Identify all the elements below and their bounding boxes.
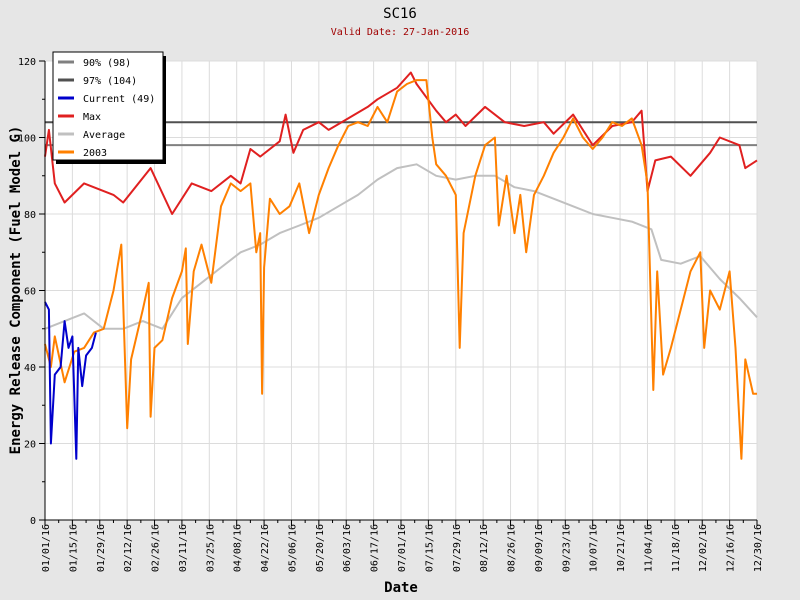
legend-label: 90% (98) xyxy=(83,58,131,69)
x-tick-label: 01/15/16 xyxy=(68,524,79,572)
legend: 90% (98) 97% (104) Current (49) Max Average 2… xyxy=(52,51,166,164)
x-tick-label: 12/02/16 xyxy=(698,524,709,572)
x-tick-label: 03/11/16 xyxy=(178,524,189,572)
x-tick-label: 12/16/16 xyxy=(726,524,737,572)
x-tick-label: 03/25/16 xyxy=(205,524,216,572)
legend-label: 97% (104) xyxy=(83,76,137,87)
series-line-current-49- xyxy=(44,301,97,460)
y-tick-label: 0 xyxy=(30,516,36,527)
y-tick-label: 120 xyxy=(18,57,36,68)
x-tick-label: 09/23/16 xyxy=(561,524,572,572)
x-tick-label: 08/26/16 xyxy=(507,524,518,572)
y-tick-label: 100 xyxy=(18,134,36,145)
legend-label: Current (49) xyxy=(83,94,155,105)
series-line-2003 xyxy=(44,79,757,460)
x-tick-label: 10/21/16 xyxy=(616,524,627,572)
x-tick-label: 07/29/16 xyxy=(452,524,463,572)
x-tick-label: 02/26/16 xyxy=(151,524,162,572)
chart-subtitle: Valid Date: 27-Jan-2016 xyxy=(330,27,470,38)
x-tick-label: 11/04/16 xyxy=(643,524,654,572)
legend-label: Average xyxy=(83,130,125,141)
chart-title: SC16 xyxy=(383,6,417,22)
x-tick-label: 04/22/16 xyxy=(260,524,271,572)
x-tick-label: 11/18/16 xyxy=(671,524,682,572)
legend-label: 2003 xyxy=(83,148,107,159)
x-tick-label: 05/20/16 xyxy=(315,524,326,572)
x-tick-label: 06/17/16 xyxy=(370,524,381,572)
x-tick-label: 06/03/16 xyxy=(342,524,353,572)
y-tick-label: 20 xyxy=(24,440,36,451)
legend-label: Max xyxy=(83,112,101,123)
x-axis-label: Date xyxy=(384,580,418,596)
x-tick-label: 04/08/16 xyxy=(233,524,244,572)
legend-box xyxy=(52,51,164,161)
x-tick-label: 01/29/16 xyxy=(96,524,107,572)
y-tick-label: 60 xyxy=(24,287,36,298)
y-tick-label: 40 xyxy=(24,363,36,374)
x-tick-label: 07/15/16 xyxy=(424,524,435,572)
y-axis-label: Energy Release Component (Fuel Model G) xyxy=(8,126,24,455)
x-tick-label: 02/12/16 xyxy=(123,524,134,572)
axes: 01/01/16 01/15/16 01/29/16 02/12/16 02/26/16… xyxy=(18,57,764,572)
series-lines xyxy=(44,71,758,460)
x-tick-label: 10/07/16 xyxy=(589,524,600,572)
x-tick-label: 07/01/16 xyxy=(397,524,408,572)
x-tick-label: 09/09/16 xyxy=(534,524,545,572)
y-tick-label: 80 xyxy=(24,210,36,221)
x-tick-label: 05/06/16 xyxy=(287,524,298,572)
x-tick-label: 01/01/16 xyxy=(41,524,52,572)
x-tick-label: 12/30/16 xyxy=(753,524,764,572)
x-tick-label: 08/12/16 xyxy=(479,524,490,572)
